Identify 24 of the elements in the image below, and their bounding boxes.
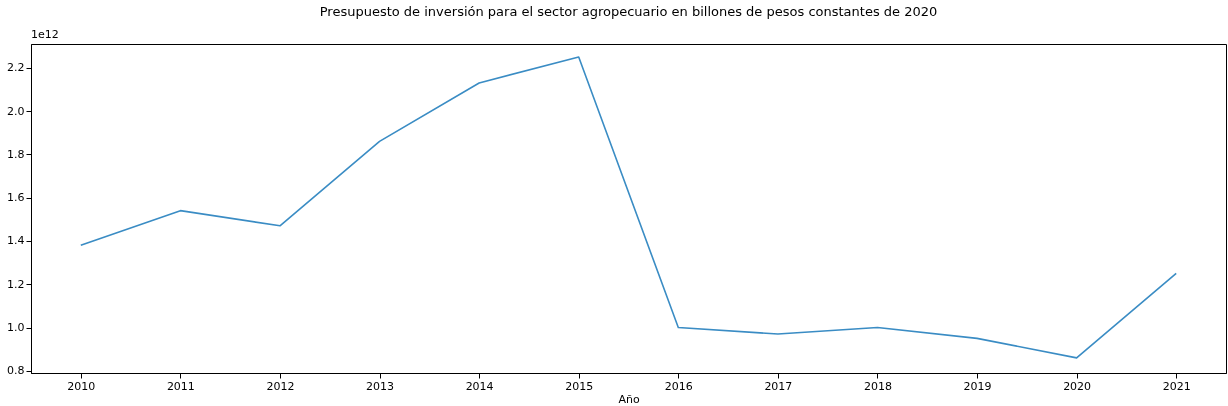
y-tick-label: 1.4 (7, 234, 25, 248)
x-tick-label: 2011 (166, 379, 195, 393)
chart-title: Presupuesto de inversión para el sector agropecuario en billones de pesos constantes de 2020 (319, 4, 938, 19)
x-tick-label: 2010 (67, 379, 96, 393)
x-tick-label: 2016 (664, 379, 693, 393)
y-tick-label: 2.0 (7, 104, 25, 118)
y-tick-label: 1.0 (7, 321, 25, 335)
y-tick-label: 2.2 (7, 61, 25, 75)
text: 1e12 (31, 28, 59, 41)
x-tick-label: 2014 (465, 379, 494, 393)
y-tick-label: 1.6 (7, 191, 25, 205)
x-tick-label: 2021 (1162, 379, 1191, 393)
x-tick-label: 2019 (963, 379, 992, 393)
x-tick-label: 2015 (565, 379, 594, 393)
y-tick-label: 1.2 (7, 277, 25, 291)
x-tick-label: 2012 (266, 379, 295, 393)
x-tick-label: 2013 (366, 379, 395, 393)
line-series (79, 56, 1178, 359)
y-tick-label: 1.8 (7, 147, 25, 161)
y-tick-label: 0.8 (7, 364, 25, 378)
x-tick-label: 2020 (1063, 379, 1092, 393)
x-tick-label: 2018 (863, 379, 892, 393)
x-axis-title: Año (618, 392, 640, 406)
x-tick-label: 2017 (764, 379, 793, 393)
